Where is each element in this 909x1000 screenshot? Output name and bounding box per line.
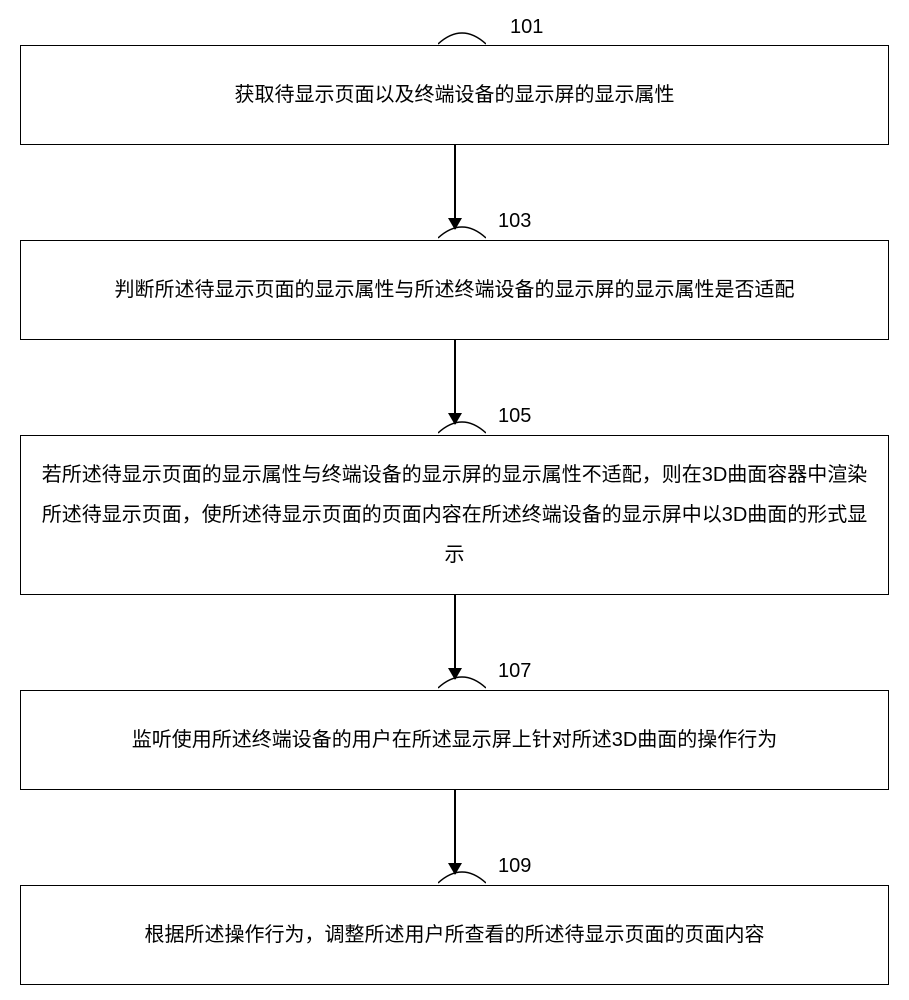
step-curve-105 xyxy=(438,419,486,435)
step-text-105: 若所述待显示页面的显示属性与终端设备的显示屏的显示属性不适配，则在3D曲面容器中… xyxy=(41,455,868,575)
step-curve-101 xyxy=(438,30,486,46)
step-label-109: 109 xyxy=(498,855,531,878)
step-label-103: 103 xyxy=(498,210,531,233)
step-label-105: 105 xyxy=(498,405,531,428)
step-box-109: 根据所述操作行为，调整所述用户所查看的所述待显示页面的页面内容 xyxy=(20,885,889,985)
step-box-103: 判断所述待显示页面的显示属性与所述终端设备的显示屏的显示属性是否适配 xyxy=(20,240,889,340)
step-text-103: 判断所述待显示页面的显示属性与所述终端设备的显示屏的显示属性是否适配 xyxy=(115,270,795,310)
step-curve-107 xyxy=(438,674,486,690)
step-label-107: 107 xyxy=(498,660,531,683)
arrow-103-105 xyxy=(454,340,456,424)
step-text-109: 根据所述操作行为，调整所述用户所查看的所述待显示页面的页面内容 xyxy=(145,915,765,955)
step-label-101: 101 xyxy=(510,16,543,39)
step-box-107: 监听使用所述终端设备的用户在所述显示屏上针对所述3D曲面的操作行为 xyxy=(20,690,889,790)
step-box-101: 获取待显示页面以及终端设备的显示屏的显示属性 xyxy=(20,45,889,145)
step-box-105: 若所述待显示页面的显示属性与终端设备的显示屏的显示属性不适配，则在3D曲面容器中… xyxy=(20,435,889,595)
flowchart-container: 101 获取待显示页面以及终端设备的显示屏的显示属性 103 判断所述待显示页面… xyxy=(0,0,909,1000)
arrow-105-107 xyxy=(454,595,456,679)
step-curve-109 xyxy=(438,869,486,885)
step-text-107: 监听使用所述终端设备的用户在所述显示屏上针对所述3D曲面的操作行为 xyxy=(132,720,778,760)
arrow-107-109 xyxy=(454,790,456,874)
arrow-101-103 xyxy=(454,145,456,229)
step-curve-103 xyxy=(438,224,486,240)
step-text-101: 获取待显示页面以及终端设备的显示屏的显示属性 xyxy=(235,75,675,115)
